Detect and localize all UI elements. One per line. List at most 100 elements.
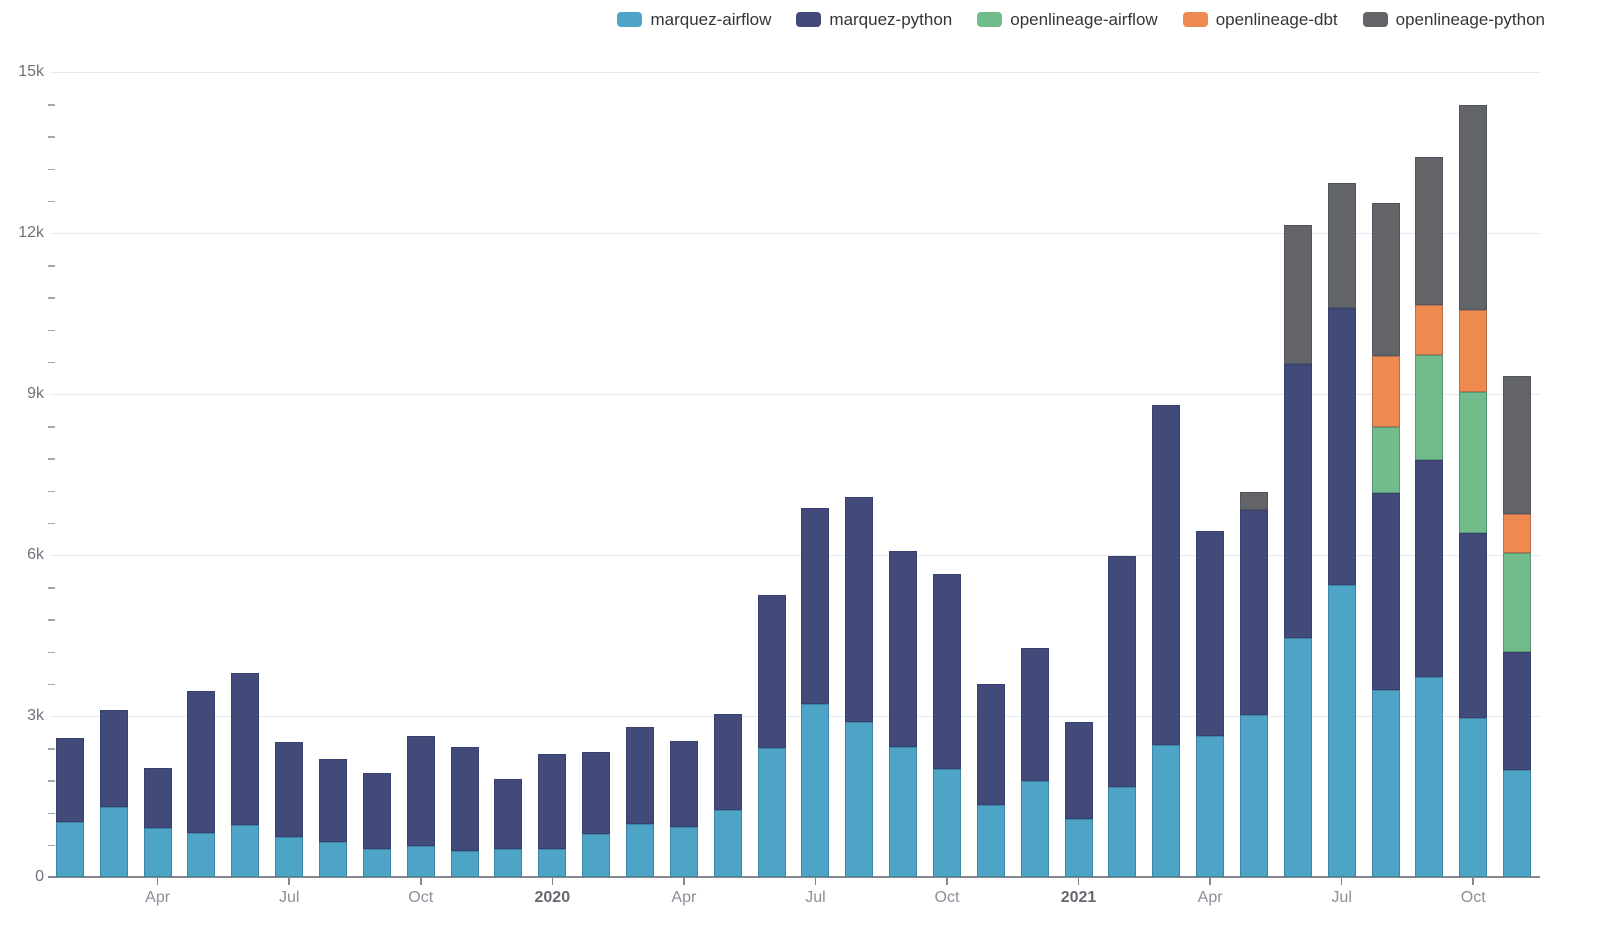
bar-2019-11-marquez-airflow[interactable]	[450, 850, 479, 877]
bar-2021-08-openlineage-python[interactable]	[1371, 203, 1400, 356]
bar-2021-06-openlineage-python[interactable]	[1283, 224, 1312, 364]
bar-2021-10-openlineage-airflow[interactable]	[1459, 392, 1488, 533]
bar-2020-08-marquez-airflow[interactable]	[845, 721, 874, 877]
bar-2021-10-marquez-python[interactable]	[1459, 532, 1488, 719]
bar-2019-06-marquez-python[interactable]	[231, 673, 260, 825]
bar-2021-03-marquez-airflow[interactable]	[1152, 744, 1181, 877]
y-axis-label-6k: 6k	[27, 546, 44, 563]
bar-2020-09-marquez-python[interactable]	[889, 550, 918, 748]
bar-2020-02-marquez-airflow[interactable]	[582, 834, 611, 877]
bar-2021-02-marquez-python[interactable]	[1108, 556, 1137, 788]
bar-2021-10-openlineage-dbt[interactable]	[1459, 310, 1488, 393]
bar-2020-12-marquez-airflow[interactable]	[1020, 780, 1049, 877]
bar-2020-04-marquez-airflow[interactable]	[669, 827, 698, 877]
bar-2021-07-marquez-airflow[interactable]	[1327, 585, 1356, 877]
bar-2021-09-marquez-airflow[interactable]	[1415, 676, 1444, 877]
bar-2019-04-marquez-airflow[interactable]	[143, 828, 172, 877]
x-axis-label-Jul: Jul	[278, 889, 300, 906]
x-axis-label-Apr: Apr	[671, 889, 697, 906]
bar-2019-07-marquez-python[interactable]	[275, 742, 304, 837]
bar-2019-03-marquez-python[interactable]	[99, 710, 128, 808]
bar-2021-09-marquez-python[interactable]	[1415, 460, 1444, 677]
bar-2021-09-openlineage-airflow[interactable]	[1415, 354, 1444, 460]
y-minor-tick	[48, 104, 55, 106]
bar-2021-06-marquez-airflow[interactable]	[1283, 638, 1312, 877]
bar-2019-05-marquez-airflow[interactable]	[187, 832, 216, 877]
bar-2019-08-marquez-python[interactable]	[319, 759, 348, 843]
bar-2019-11-marquez-python[interactable]	[450, 746, 479, 851]
bar-2021-08-marquez-python[interactable]	[1371, 492, 1400, 691]
bar-2021-08-openlineage-airflow[interactable]	[1371, 426, 1400, 493]
bar-2020-09-marquez-airflow[interactable]	[889, 747, 918, 877]
bar-2021-11-marquez-python[interactable]	[1503, 651, 1532, 770]
bar-2020-11-marquez-airflow[interactable]	[976, 805, 1005, 877]
gridline-6k	[50, 555, 1540, 556]
bar-2019-09-marquez-airflow[interactable]	[362, 849, 391, 877]
legend-swatch-openlineage-python	[1362, 12, 1388, 27]
bar-2020-06-marquez-python[interactable]	[757, 594, 786, 749]
bar-2020-10-marquez-airflow[interactable]	[932, 769, 961, 877]
legend-item-openlineage-dbt[interactable]: openlineage-dbt	[1182, 11, 1338, 28]
bar-2021-02-marquez-airflow[interactable]	[1108, 787, 1137, 877]
bar-2019-04-marquez-python[interactable]	[143, 767, 172, 829]
bar-2021-09-openlineage-dbt[interactable]	[1415, 304, 1444, 355]
bar-2020-01-marquez-python[interactable]	[538, 754, 567, 849]
bar-2021-11-openlineage-python[interactable]	[1503, 375, 1532, 514]
legend: marquez-airflow marquez-python openlineage…	[617, 11, 1545, 28]
bar-2019-02-marquez-python[interactable]	[55, 738, 84, 823]
bar-2021-08-openlineage-dbt[interactable]	[1371, 355, 1400, 427]
legend-item-openlineage-python[interactable]: openlineage-python	[1362, 11, 1545, 28]
bar-2020-01-marquez-airflow[interactable]	[538, 848, 567, 877]
bar-2019-12-marquez-airflow[interactable]	[494, 848, 523, 877]
bar-2020-07-marquez-airflow[interactable]	[801, 704, 830, 877]
bar-2021-07-marquez-python[interactable]	[1327, 308, 1356, 586]
bar-2021-07-openlineage-python[interactable]	[1327, 182, 1356, 309]
bar-2020-11-marquez-python[interactable]	[976, 684, 1005, 806]
bar-2019-09-marquez-python[interactable]	[362, 772, 391, 850]
bar-2020-10-marquez-python[interactable]	[932, 574, 961, 770]
bar-2021-11-openlineage-dbt[interactable]	[1503, 513, 1532, 554]
bar-2019-06-marquez-airflow[interactable]	[231, 824, 260, 877]
bar-2020-03-marquez-airflow[interactable]	[626, 823, 654, 877]
bar-2019-08-marquez-airflow[interactable]	[319, 842, 348, 877]
bar-2021-01-marquez-python[interactable]	[1064, 722, 1093, 819]
legend-label: openlineage-airflow	[1010, 10, 1158, 29]
y-minor-tick	[48, 683, 55, 686]
bar-2019-05-marquez-python[interactable]	[187, 690, 216, 833]
bar-2021-10-marquez-airflow[interactable]	[1459, 718, 1488, 877]
legend-item-marquez-python[interactable]: marquez-python	[796, 11, 952, 28]
bar-2021-10-openlineage-python[interactable]	[1459, 104, 1488, 311]
legend-item-marquez-airflow[interactable]: marquez-airflow	[617, 11, 771, 28]
bar-2021-11-marquez-airflow[interactable]	[1503, 769, 1532, 877]
bar-2021-05-marquez-airflow[interactable]	[1239, 714, 1268, 877]
bar-2019-12-marquez-python[interactable]	[494, 778, 523, 849]
bar-2021-08-marquez-airflow[interactable]	[1371, 690, 1400, 877]
bar-2019-10-marquez-python[interactable]	[406, 735, 435, 846]
bar-2020-04-marquez-python[interactable]	[669, 740, 698, 828]
bar-2020-02-marquez-python[interactable]	[582, 752, 611, 835]
bar-2021-01-marquez-airflow[interactable]	[1064, 818, 1093, 877]
bar-2021-04-marquez-python[interactable]	[1196, 530, 1225, 736]
x-axis-tick-2020	[551, 878, 554, 885]
legend-item-openlineage-airflow[interactable]: openlineage-airflow	[977, 10, 1158, 29]
bar-2020-03-marquez-python[interactable]	[626, 726, 654, 824]
bar-2020-05-marquez-python[interactable]	[713, 714, 742, 811]
bar-2020-05-marquez-airflow[interactable]	[713, 810, 742, 877]
legend-swatch-marquez-airflow	[617, 12, 643, 27]
bar-2019-02-marquez-airflow[interactable]	[55, 822, 84, 877]
bar-2019-03-marquez-airflow[interactable]	[99, 807, 128, 877]
bar-2019-07-marquez-airflow[interactable]	[275, 836, 304, 877]
bar-2021-05-openlineage-python[interactable]	[1239, 492, 1268, 511]
bar-2021-03-marquez-python[interactable]	[1152, 404, 1181, 745]
bar-2021-06-marquez-python[interactable]	[1283, 363, 1312, 639]
bar-2019-10-marquez-airflow[interactable]	[406, 845, 435, 877]
bar-2020-12-marquez-python[interactable]	[1020, 647, 1049, 781]
bar-2020-06-marquez-airflow[interactable]	[757, 748, 786, 877]
bar-2020-08-marquez-python[interactable]	[845, 497, 874, 722]
bar-2021-11-openlineage-airflow[interactable]	[1503, 553, 1532, 652]
bar-2021-05-marquez-python[interactable]	[1239, 510, 1268, 715]
bar-2021-09-openlineage-python[interactable]	[1415, 156, 1444, 305]
bar-2020-07-marquez-python[interactable]	[801, 507, 830, 705]
bar-2021-04-marquez-airflow[interactable]	[1196, 735, 1225, 877]
